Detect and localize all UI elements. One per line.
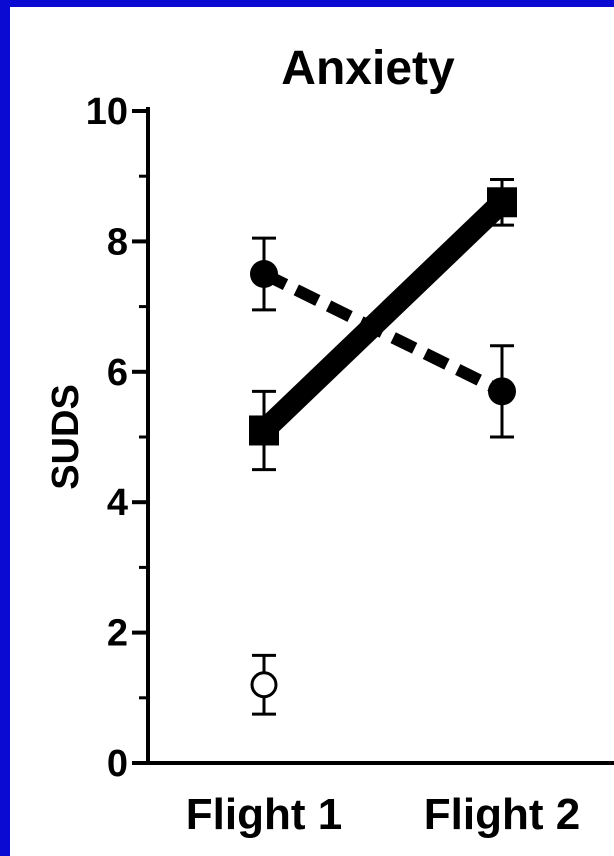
series-1-line [256, 194, 510, 439]
y-tick-label-4: 4 [107, 482, 128, 524]
chart-figure: Anxiety SUDS 0 2 4 6 8 10 Flight 1 Flight 2 [10, 7, 614, 856]
data-point-circle [488, 377, 516, 406]
axes: 0 2 4 6 8 10 Flight 1 Flight 2 [86, 91, 614, 839]
x-category-label-2: Flight 2 [424, 790, 580, 839]
x-category-label-1: Flight 1 [186, 790, 342, 839]
y-axis-label: SUDS [45, 384, 87, 490]
y-tick-label-0: 0 [107, 743, 128, 785]
chart-title: Anxiety [281, 42, 455, 95]
chart-svg: Anxiety SUDS 0 2 4 6 8 10 Flight 1 Flight 2 [45, 42, 614, 839]
y-tick-label-6: 6 [107, 352, 128, 394]
y-tick-label-10: 10 [86, 91, 128, 133]
series-1 [249, 177, 517, 472]
y-tick-label-2: 2 [107, 613, 128, 655]
data-point-square [487, 187, 517, 218]
data-point-circle [250, 260, 278, 288]
chart-marks [249, 177, 517, 716]
data-point-open-circle [250, 671, 278, 699]
y-tick-label-8: 8 [107, 221, 128, 263]
series-2 [250, 236, 516, 439]
series-3 [250, 653, 278, 716]
series-2-line [261, 268, 505, 397]
data-point-square [249, 415, 279, 446]
